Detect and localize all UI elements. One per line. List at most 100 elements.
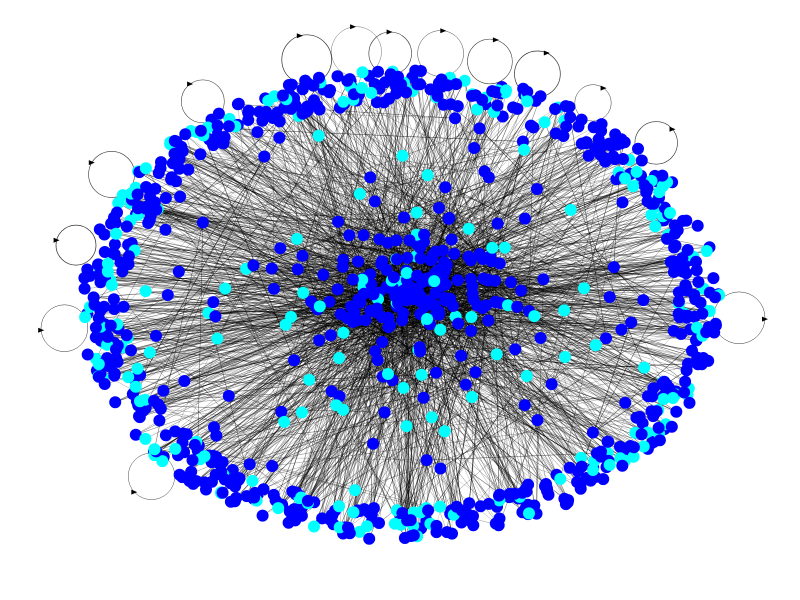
graph-edge: [172, 162, 303, 256]
graph-edge: [120, 262, 403, 295]
graph-edge: [427, 174, 717, 326]
graph-node-blue: [367, 437, 380, 450]
self-loop-edge: [574, 84, 612, 122]
graph-node-blue: [398, 211, 410, 224]
graph-node-blue: [174, 190, 187, 203]
graph-edge: [421, 374, 470, 521]
graph-node-blue: [209, 310, 222, 323]
graph-edge: [137, 314, 341, 369]
graph-edge: [180, 196, 405, 218]
graph-edge: [433, 304, 591, 481]
graph-node-blue: [346, 273, 359, 286]
graph-edge: [389, 325, 403, 514]
graph-edge: [87, 320, 428, 355]
graph-edge: [392, 71, 493, 248]
graph-node-blue: [228, 495, 241, 508]
graph-edge: [420, 351, 466, 385]
graph-node-blue: [549, 127, 562, 140]
graph-node-blue: [691, 219, 704, 232]
graph-edge: [528, 310, 654, 417]
graph-node-blue: [641, 182, 654, 195]
arrowhead: [543, 50, 550, 56]
graph-node-blue: [630, 411, 643, 424]
graph-node-cyan: [575, 451, 588, 464]
graph-edge: [344, 278, 472, 528]
graph-node-cyan: [421, 313, 434, 325]
graph-node-cyan: [333, 500, 346, 513]
graph-edge: [495, 301, 500, 496]
graph-edge: [376, 308, 499, 526]
graph-node-blue: [98, 300, 110, 313]
graph-edge: [515, 220, 687, 350]
graph-edge: [347, 80, 484, 260]
graph-edge: [262, 266, 615, 516]
graph-edge: [309, 363, 689, 380]
graph-node-blue: [376, 336, 389, 348]
graph-node-blue: [614, 440, 626, 453]
graph-edge: [182, 150, 387, 271]
graph-node-blue: [323, 513, 336, 526]
graph-edge: [188, 169, 226, 289]
graph-edge: [321, 335, 332, 519]
graph-node-blue: [108, 303, 121, 315]
graph-node-cyan: [122, 371, 135, 384]
graph-edge: [343, 104, 496, 303]
graph-node-blue: [668, 241, 681, 254]
graph-edge: [473, 200, 648, 300]
graph-edge: [262, 299, 644, 516]
graph-edge: [131, 242, 352, 307]
graph-edge: [370, 177, 441, 507]
graph-edge: [140, 207, 320, 307]
graph-node-blue: [313, 103, 326, 116]
graph-edge: [536, 420, 538, 514]
graph-node-cyan: [353, 187, 366, 200]
graph-node-blue: [179, 128, 192, 141]
graph-edge: [498, 202, 623, 526]
graph-node-blue: [267, 282, 280, 295]
graph-edge: [207, 127, 407, 290]
graph-edge: [313, 100, 380, 293]
graph-edge: [130, 193, 338, 290]
graph-node-blue: [397, 307, 410, 320]
graph-edge: [98, 273, 371, 378]
graph-edge: [483, 261, 697, 279]
graph-node-blue: [116, 265, 129, 278]
graph-node-blue: [519, 212, 531, 225]
graph-edge: [207, 127, 435, 275]
graph-node-blue: [449, 112, 462, 125]
graph-node-blue: [120, 220, 133, 233]
graph-edge: [138, 171, 343, 267]
graph-node-blue: [401, 251, 414, 264]
graph-node-blue: [670, 405, 683, 418]
graph-node-cyan: [365, 86, 378, 99]
graph-node-blue: [148, 196, 161, 209]
graph-edge: [536, 278, 545, 514]
graph-node-cyan: [657, 393, 670, 405]
graph-node-blue: [447, 300, 459, 312]
graph-edge: [131, 242, 324, 275]
graph-node-cyan: [554, 472, 567, 485]
graph-edge: [406, 289, 453, 534]
graph-node-blue: [101, 330, 114, 343]
graph-node-cyan: [297, 286, 310, 299]
graph-node-cyan: [156, 455, 169, 468]
graph-node-blue: [422, 504, 435, 517]
graph-node-blue: [595, 445, 607, 458]
graph-edge: [145, 168, 401, 296]
graph-edge: [353, 302, 397, 513]
graph-node-blue: [209, 468, 222, 481]
graph-node-cyan: [564, 203, 577, 216]
graph-node-blue: [503, 487, 516, 500]
graph-node-blue: [675, 328, 688, 340]
graph-edge: [510, 143, 582, 283]
graph-edge: [288, 279, 544, 523]
graph-node-blue: [600, 332, 612, 345]
graph-edge: [413, 297, 530, 514]
graph-node-blue: [424, 83, 437, 96]
graph-node-blue: [266, 112, 279, 124]
graph-node-blue: [222, 389, 235, 402]
graph-node-blue: [473, 122, 486, 135]
graph-node-blue: [257, 483, 270, 496]
graph-edge: [455, 316, 609, 462]
nodes-layer: [78, 64, 726, 545]
